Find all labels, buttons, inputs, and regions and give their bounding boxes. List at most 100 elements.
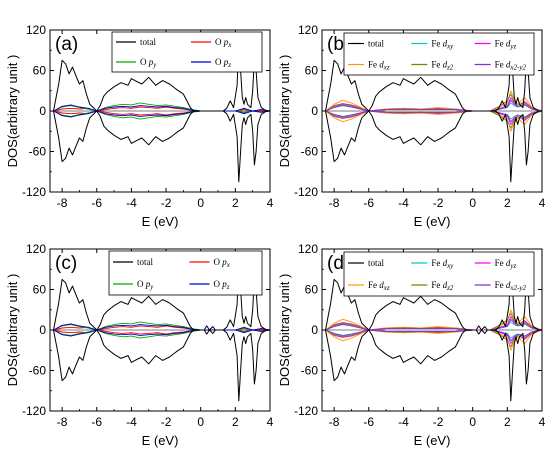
series-total-spin-down — [53, 110, 267, 183]
series-total-spin-up — [53, 39, 267, 112]
legend-entry-o-py: O py — [113, 279, 154, 291]
legend-entry-o-px: O px — [189, 257, 231, 269]
y-tick-label: 60 — [305, 283, 319, 297]
legend-entry-o-pz: O pz — [189, 279, 230, 291]
series-o-pz-spin-down — [53, 329, 270, 337]
y-axis-label: DOS(arbitrary unit ) — [5, 55, 20, 168]
x-axis-label: E (eV) — [414, 433, 451, 448]
legend-label: Fe dxy — [431, 258, 454, 270]
panel-d: -8 -6 -4 -2 0 2 4 120 60 0 -60 -120 E (eV) DOS(arbitr… — [277, 242, 546, 448]
series-o-pz-spin-up — [53, 104, 270, 112]
x-tick-label: -4 — [126, 415, 137, 429]
y-tick-label: 0 — [39, 104, 46, 118]
legend-label: Fe dxz — [368, 60, 390, 72]
panel-b: -8 -6 -4 -2 0 2 4 120 60 0 -60 -120 E (eV) DOS(arbitr… — [277, 23, 546, 229]
series-total-spin-up — [325, 39, 539, 112]
legend-entry-total: total — [116, 37, 156, 47]
data-lines — [53, 39, 270, 183]
legend-label: Fe dyz — [495, 39, 517, 51]
legend-entry-fe-dz2: Fe dz2 — [411, 280, 454, 292]
legend-box — [343, 251, 535, 297]
legend-label: Fe dx2-y2 — [495, 60, 527, 72]
y-tick-label: 60 — [33, 283, 47, 297]
y-tick-label: 0 — [39, 323, 46, 337]
legend-label: O pz — [214, 279, 230, 291]
y-tick-label: -120 — [22, 185, 46, 199]
x-tick-label: -2 — [433, 415, 444, 429]
x-tick-label: 4 — [267, 196, 274, 210]
y-tick-label: 120 — [298, 23, 318, 37]
data-lines — [325, 39, 542, 183]
x-tick-label: 2 — [504, 196, 511, 210]
y-tick-label: -120 — [22, 404, 46, 418]
x-tick-label: -8 — [329, 415, 340, 429]
y-tick-label: -120 — [294, 185, 318, 199]
x-tick-label: -6 — [363, 415, 374, 429]
panel-c: -8 -6 -4 -2 0 2 4 120 60 0 -60 -120 E (eV) DOS(arbitr… — [5, 242, 274, 448]
legend-entry-total: total — [348, 39, 384, 49]
x-tick-label: 2 — [232, 196, 239, 210]
series-fe-dx2-y2-spin-down — [325, 110, 542, 123]
legend-entry-total: total — [348, 258, 384, 268]
y-tick-label: 60 — [33, 64, 47, 78]
legend-entry-fe-dyz: Fe dyz — [474, 258, 517, 270]
legend-entry-o-pz: O pz — [191, 57, 231, 69]
panel-label: (a) — [55, 34, 78, 55]
panel-a: -8 -6 -4 -2 0 2 4 120 60 0 -60 -120 E (eV) DOS(arbitr… — [5, 23, 274, 229]
x-tick-label: 2 — [232, 415, 239, 429]
legend-entry-fe-dxy: Fe dxy — [411, 39, 454, 51]
y-tick-label: 0 — [311, 323, 318, 337]
series-total-spin-down — [325, 110, 539, 183]
x-tick-label: 4 — [267, 415, 274, 429]
legend-label: Fe dxy — [431, 39, 454, 51]
legend-label: O px — [215, 37, 232, 49]
y-axis-label: DOS(arbitrary unit ) — [277, 274, 292, 387]
x-tick-label: 2 — [504, 415, 511, 429]
legend-entry-o-px: O px — [191, 37, 232, 49]
series-total-spin-up — [53, 258, 267, 331]
series-total-spin-down — [325, 329, 539, 402]
x-tick-label: 0 — [197, 196, 204, 210]
x-tick-label: 0 — [469, 196, 476, 210]
x-tick-label: -6 — [91, 415, 102, 429]
legend-label: Fe dz2 — [431, 60, 453, 72]
legend-label: total — [368, 39, 384, 49]
x-tick-label: -6 — [363, 196, 374, 210]
legend-entry-fe-dyz: Fe dyz — [474, 39, 517, 51]
legend-label: O py — [140, 57, 157, 69]
legend-label: Fe dxz — [368, 280, 390, 292]
legend-label: total — [137, 257, 153, 267]
x-tick-label: 4 — [539, 196, 546, 210]
x-tick-label: -4 — [398, 196, 409, 210]
x-tick-label: -8 — [57, 415, 68, 429]
x-tick-label: -2 — [433, 196, 444, 210]
legend: total Fe dxy Fe dyz Fe dxz Fe dz2 Fe dx2-y2 — [343, 32, 535, 76]
y-axis-label: DOS(arbitrary unit ) — [277, 55, 292, 168]
legend: total O px O py O pz — [108, 250, 263, 296]
legend-label: Fe dx2-y2 — [495, 280, 527, 292]
legend-entry-fe-dxz: Fe dxz — [348, 60, 390, 72]
legend: total Fe dxy Fe dyz Fe dxz Fe dz2 Fe dx2-y2 — [343, 251, 535, 297]
x-tick-label: -8 — [57, 196, 68, 210]
legend-label: Fe dz2 — [431, 280, 453, 292]
legend-entry-fe-dx2-y2: Fe dx2-y2 — [474, 60, 527, 72]
y-tick-label: -120 — [294, 404, 318, 418]
x-tick-label: -2 — [161, 415, 172, 429]
x-axis-label: E (eV) — [142, 433, 179, 448]
legend-entry-fe-dxy: Fe dxy — [411, 258, 454, 270]
legend-box — [108, 250, 263, 296]
x-axis-label: E (eV) — [142, 214, 179, 229]
y-axis-label: DOS(arbitrary unit ) — [5, 274, 20, 387]
data-lines — [325, 258, 542, 402]
y-tick-label: 120 — [298, 242, 318, 256]
series-o-pz-spin-down — [53, 110, 270, 118]
legend-label: O px — [214, 257, 231, 269]
legend-label: total — [368, 258, 384, 268]
x-axis-label: E (eV) — [414, 214, 451, 229]
x-tick-label: -2 — [161, 196, 172, 210]
x-tick-label: -4 — [126, 196, 137, 210]
y-tick-label: 60 — [305, 64, 319, 78]
y-tick-label: 0 — [311, 104, 318, 118]
y-tick-label: -60 — [29, 364, 47, 378]
series-total-spin-up — [325, 258, 539, 331]
